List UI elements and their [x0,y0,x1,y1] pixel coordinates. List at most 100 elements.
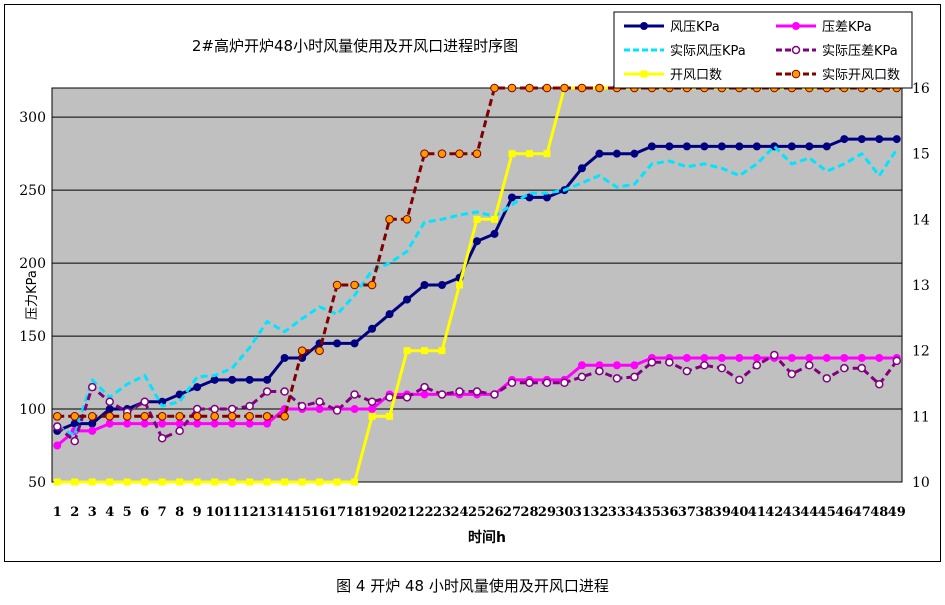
series-3-point [87,382,97,392]
series-0-point [805,142,814,151]
x-tick-label: 15 [293,505,311,520]
x-tick-label: 26 [485,505,503,520]
series-4-point [158,478,166,486]
y-left-tick-label: 150 [19,329,46,345]
series-0-point [368,324,377,333]
x-tick-label: 19 [363,505,381,520]
series-3-point [525,378,534,388]
x-tick-label: 47 [853,505,871,520]
x-tick-label: 7 [158,505,167,520]
series-1-point [805,353,814,362]
series-4-point [456,281,464,289]
series-5-point [472,149,482,158]
series-4-point [403,347,411,355]
series-4-point [123,478,131,486]
series-5-point [105,412,115,421]
series-3-point [630,372,639,382]
x-tick-label: 25 [468,505,486,520]
x-tick-label: 1 [53,505,62,520]
y-right-tick-label: 12 [912,344,930,360]
series-5-point [560,83,569,93]
series-1-point [263,419,272,428]
series-1-point [857,353,866,362]
x-tick-label: 27 [503,505,521,520]
series-0-point [333,339,342,348]
x-tick-label: 37 [678,505,696,520]
legend-label: 风压KPa [670,20,720,35]
series-0-point [263,375,272,384]
series-0-point [822,142,831,151]
series-4-point [351,478,359,486]
series-4-point [368,412,376,420]
series-4-point [88,478,96,486]
series-line-2 [56,144,899,437]
x-tick-label: 30 [555,505,573,520]
series-0-point [473,237,481,246]
series-1-point [787,353,796,362]
series-5-point [87,412,97,421]
x-tick-label: 4 [105,505,114,520]
series-3-point [542,378,552,388]
x-tick-label: 24 [450,505,468,520]
series-4-point [263,478,271,486]
series-3-point [367,397,377,406]
series-0-point [525,193,534,202]
series-1-point [420,390,429,399]
series-1-point [123,419,132,428]
legend-label: 实际压差KPa [822,44,898,59]
series-1-point [88,426,97,435]
series-3-point [192,404,202,414]
series-4-point [438,347,446,355]
series-4-point [246,478,254,486]
series-5-point [297,346,307,355]
series-5-point [350,280,359,290]
x-tick-label: 10 [206,505,224,520]
series-0-point [752,142,761,151]
series-0-point [840,135,849,144]
series-3-point [857,363,867,373]
series-0-point [875,135,884,144]
series-3-point [420,382,429,392]
series-3-point [595,366,604,376]
x-tick-label: 20 [381,505,399,520]
x-tick-label: 13 [258,505,276,520]
series-3-point [840,363,849,373]
series-1-point [175,419,184,428]
legend-marker [791,69,801,79]
series-0-point [717,142,726,151]
series-0-point [595,149,604,158]
x-tick-label: 43 [783,505,801,520]
x-tick-label: 8 [175,505,184,520]
x-tick-label: 2 [70,505,79,520]
series-0-point [88,419,97,428]
y-left-tick-label: 100 [19,402,46,418]
series-1-point [875,353,884,362]
series-3-point [875,379,884,389]
x-tick-label: 42 [765,505,783,520]
series-5-point [595,83,604,93]
series-3-point [315,397,324,406]
series-3-point [437,390,447,399]
series-0-point [700,142,709,151]
x-tick-label: 9 [193,505,202,520]
series-5-point [280,412,289,421]
series-4-point [141,478,149,486]
y-right-tick-label: 14 [912,212,930,228]
x-tick-label: 23 [433,505,451,520]
series-0-point [542,193,551,202]
series-5-point [70,412,80,421]
series-5-point [332,280,342,290]
series-0-point [787,142,796,151]
series-0-point [385,310,394,319]
x-tick-label: 31 [573,505,591,520]
y-axis-title: 压力KPa [25,270,40,320]
series-4-point [228,478,236,486]
series-5-point [175,412,184,421]
series-4-point [386,412,394,420]
series-4-point [211,478,219,486]
series-3-point [70,436,79,446]
series-1-point [700,353,709,362]
x-tick-label: 6 [140,505,149,520]
series-4-point [421,347,429,355]
x-tick-label: 33 [608,505,626,520]
